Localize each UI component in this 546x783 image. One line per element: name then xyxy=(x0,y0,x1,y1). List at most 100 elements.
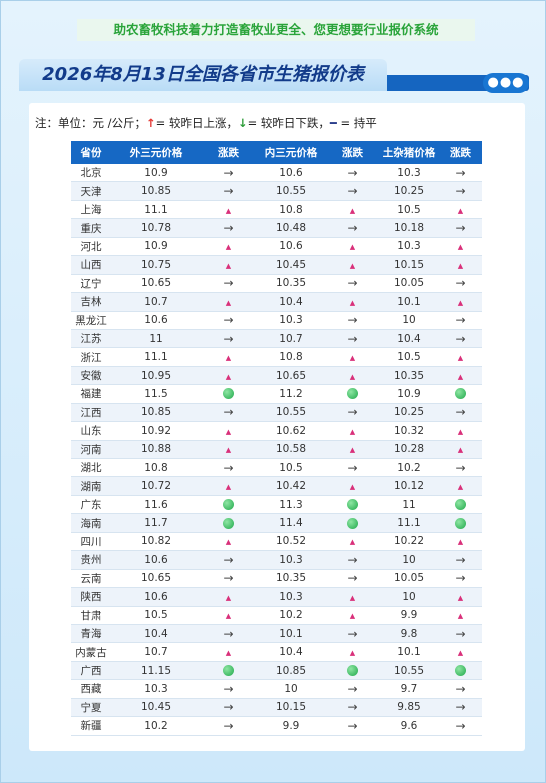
change-icon: ▲ xyxy=(225,261,232,270)
price: 10.22 xyxy=(379,532,439,552)
change: ▲ xyxy=(201,587,256,607)
table-row: 山东 10.92 ▲ 10.62 ▲ 10.32 ▲ xyxy=(71,421,482,441)
price: 10.3 xyxy=(256,311,326,330)
province: 河南 xyxy=(71,440,111,460)
table-row: 山西 10.75 ▲ 10.45 ▲ 10.15 ▲ xyxy=(71,255,482,275)
column-header: 涨跌 xyxy=(439,141,482,164)
table-row: 贵州 10.6 → 10.3 → 10 → xyxy=(71,550,482,570)
change-icon: → xyxy=(223,184,234,199)
change: ▲ xyxy=(201,421,256,441)
change: ▲ xyxy=(439,476,482,496)
change-icon: ▲ xyxy=(457,446,464,455)
note-part: 注：单位：元 /公斤； xyxy=(35,116,147,130)
price: 10.4 xyxy=(111,624,201,644)
change: ▲ xyxy=(439,292,482,312)
price: 10.35 xyxy=(256,569,326,589)
change-icon: ● xyxy=(347,517,358,529)
change-icon: → xyxy=(455,165,466,180)
change: ▲ xyxy=(326,642,379,662)
province: 江西 xyxy=(71,403,111,423)
price: 10.52 xyxy=(256,532,326,552)
change-icon: ● xyxy=(223,665,234,677)
change-icon: ▲ xyxy=(349,538,356,547)
province: 四川 xyxy=(71,532,111,552)
change: ▲ xyxy=(201,532,256,552)
province: 宁夏 xyxy=(71,698,111,718)
table-row: 江苏 11 → 10.7 → 10.4 → xyxy=(71,329,482,349)
table-row: 河北 10.9 ▲ 10.6 ▲ 10.3 ▲ xyxy=(71,237,482,257)
price: 10 xyxy=(379,550,439,570)
change: ● xyxy=(439,495,482,515)
change-icon: ▲ xyxy=(225,372,232,381)
price: 10.28 xyxy=(379,440,439,460)
change: → xyxy=(439,679,482,699)
change-icon: ▲ xyxy=(457,538,464,547)
change: → xyxy=(201,569,256,589)
price: 10.3 xyxy=(379,164,439,183)
change-icon: ▲ xyxy=(225,206,232,215)
change: ▲ xyxy=(201,292,256,312)
change: ▲ xyxy=(326,237,379,257)
change-icon: → xyxy=(223,460,234,475)
menu-dots: ●●● xyxy=(483,73,529,93)
change-icon: ▲ xyxy=(225,649,232,658)
change-icon: ▲ xyxy=(349,261,356,270)
price: 10.88 xyxy=(111,440,201,460)
price: 10.25 xyxy=(379,403,439,423)
price: 11.2 xyxy=(256,384,326,404)
change-icon: ● xyxy=(455,665,466,677)
change-icon: → xyxy=(347,460,358,475)
price: 11.7 xyxy=(111,513,201,533)
change: → xyxy=(439,181,482,201)
price: 9.9 xyxy=(379,606,439,625)
price: 10 xyxy=(379,587,439,607)
note-part: = 较昨日下跌， xyxy=(247,116,330,130)
table-row: 陕西 10.6 ▲ 10.3 ▲ 10 ▲ xyxy=(71,587,482,607)
change: ▲ xyxy=(326,421,379,441)
province: 安徽 xyxy=(71,366,111,386)
change: → xyxy=(439,164,482,183)
change-icon: ● xyxy=(347,665,358,677)
note-part: = 持平 xyxy=(336,116,377,130)
column-header: 外三元价格 xyxy=(111,141,201,164)
change-icon: → xyxy=(223,718,234,733)
change: ▲ xyxy=(326,440,379,460)
change-icon: → xyxy=(347,221,358,236)
column-header: 涨跌 xyxy=(201,141,256,164)
change-icon: → xyxy=(223,552,234,567)
change-icon: ▲ xyxy=(457,593,464,602)
change: ▲ xyxy=(326,347,379,367)
change: → xyxy=(326,569,379,589)
change-icon: → xyxy=(223,331,234,346)
price: 11.6 xyxy=(111,495,201,515)
change-icon: → xyxy=(347,700,358,715)
change-icon: ▲ xyxy=(225,243,232,252)
change: ● xyxy=(326,513,379,533)
change-icon: → xyxy=(223,405,234,420)
price: 10.5 xyxy=(111,606,201,625)
change: → xyxy=(201,164,256,183)
price: 10.65 xyxy=(111,569,201,589)
price: 10.35 xyxy=(379,366,439,386)
price: 10.72 xyxy=(111,476,201,496)
change: → xyxy=(201,329,256,349)
change-icon: → xyxy=(347,718,358,733)
price: 10.6 xyxy=(256,164,326,183)
table-row: 西藏 10.3 → 10 → 9.7 → xyxy=(71,679,482,699)
change: → xyxy=(326,274,379,294)
change-icon: ▲ xyxy=(225,298,232,307)
change: → xyxy=(439,550,482,570)
change: → xyxy=(201,458,256,478)
province: 湖北 xyxy=(71,458,111,478)
price: 10.05 xyxy=(379,569,439,589)
change-icon: ▲ xyxy=(349,483,356,492)
table-row: 湖南 10.72 ▲ 10.42 ▲ 10.12 ▲ xyxy=(71,476,482,496)
change: → xyxy=(201,716,256,736)
price: 9.8 xyxy=(379,624,439,644)
table-row: 四川 10.82 ▲ 10.52 ▲ 10.22 ▲ xyxy=(71,532,482,552)
change-icon: → xyxy=(455,276,466,291)
change-icon: → xyxy=(455,700,466,715)
province: 山西 xyxy=(71,255,111,275)
